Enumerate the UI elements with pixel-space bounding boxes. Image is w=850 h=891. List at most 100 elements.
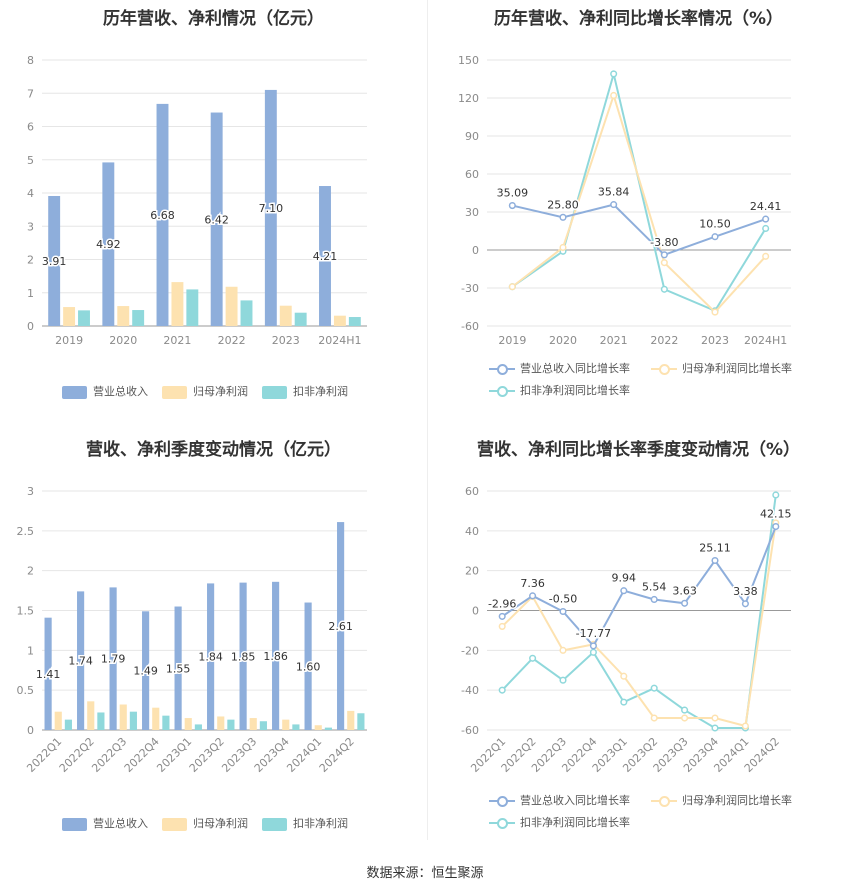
x-tick-label: 2024Q2 [317,735,357,775]
bar-revenue [174,606,182,730]
data-label: 1.55 [166,662,191,675]
data-point [610,201,618,209]
legend-item-deducted-profit[interactable]: 扣非净利润 [262,815,348,831]
y-tick-label: 4 [27,187,34,200]
legend-item-revenue-growth[interactable]: 营业总收入同比增长率 [489,360,630,376]
bar-revenue [337,522,345,730]
chart-plot: -60-40-2002040602022Q12022Q22022Q32022Q4… [461,485,793,775]
series-line-deducted-growth [511,69,767,313]
x-tick-label: 2023Q4 [252,735,292,775]
data-point [620,587,628,595]
legend-item-deducted-growth[interactable]: 扣非净利润同比增长率 [489,382,630,398]
data-point [711,556,719,565]
data-point [762,224,770,233]
bar-parent-profit [54,711,62,730]
x-tick-label: 2024H1 [318,334,361,347]
data-point [741,600,749,608]
legend-item-parent-profit[interactable]: 归母净利润 [162,383,248,399]
data-point [610,91,618,100]
series-line-revenue-growth [512,203,766,256]
x-tick-label: 2022Q3 [89,735,129,775]
x-tick-label: 2022Q4 [122,735,162,775]
bar-revenue [44,617,52,730]
legend-item-revenue[interactable]: 营业总收入 [62,815,148,831]
legend-line-swatch [489,816,515,830]
y-tick-label: 0.5 [17,684,35,697]
data-label: 1.49 [133,665,158,678]
data-point [711,233,719,241]
y-tick-label: 5 [27,154,34,167]
chart-plot: -60 -30 0 30 60 90 120 150 2019 2020 2021 2022 2023 2… [458,54,791,347]
chart-plot: 00.511.522.532022Q12022Q22022Q32022Q4202… [17,485,367,775]
bar-deducted-profit [240,300,253,326]
series-line-revenue-growth [501,526,777,648]
x-tick-label: 2023 [272,334,300,347]
y-tick-label: 0 [27,320,34,333]
x-tick-label: 2019 [55,334,83,347]
legend-label: 营业总收入同比增长率 [520,362,630,375]
series-line-deducted-growth [501,494,777,730]
x-tick-label: 2024H1 [744,334,787,347]
legend-item-parent-growth[interactable]: 归母净利润同比增长率 [651,360,792,376]
data-point [559,646,567,654]
bar-parent-profit [119,704,127,730]
legend-item-parent-growth[interactable]: 归母净利润同比增长率 [651,792,792,808]
data-label: 25.80 [547,198,579,211]
data-point [529,592,537,600]
legend-item-deducted-profit[interactable]: 扣非净利润 [262,383,348,399]
legend-label: 扣非净利润同比增长率 [520,816,630,829]
chart-title: 营收、净利同比增长率季度变动情况（%） [476,440,801,460]
y-tick-label: 0 [472,244,479,257]
legend-label: 扣非净利润同比增长率 [520,384,630,397]
chart-annual-amount: 历年营收、净利情况（亿元） 0 1 2 3 4 5 6 7 8 2019 2020 2021 2022 2… [0,0,427,410]
legend-item-revenue-growth[interactable]: 营业总收入同比增长率 [489,792,630,808]
legend-line-swatch [651,794,677,808]
legend-swatch [262,385,287,399]
bar-deducted-profit [294,312,307,326]
legend-line-swatch [651,362,677,376]
y-tick-label: 60 [465,168,479,181]
data-point [772,523,780,531]
data-label: 5.54 [642,580,667,593]
x-tick-label: 2019 [498,334,526,347]
data-point [508,202,516,210]
data-label: -17.77 [576,627,611,640]
data-point [559,213,567,221]
data-point [660,259,668,267]
legend-item-parent-profit[interactable]: 归母净利润 [162,815,248,831]
bar-deducted-profit [227,719,235,730]
legend-label: 归母净利润同比增长率 [682,794,792,807]
bar-parent-profit [225,286,238,326]
bar-deducted-profit [129,711,137,730]
bar-revenue [304,602,312,730]
legend-label: 营业总收入 [93,385,148,398]
bar-deducted-profit [324,727,332,730]
bar-parent-profit [279,305,292,326]
y-tick-label: -40 [461,684,479,697]
y-tick-label: 40 [465,525,479,538]
y-tick-label: -30 [461,282,479,295]
legend-line-swatch [489,384,515,398]
bar-revenue [48,195,61,326]
data-label: 3.63 [672,584,697,597]
data-point [711,308,719,316]
chart-title: 营收、净利季度变动情况（亿元） [86,440,341,460]
legend-swatch [62,817,87,831]
x-tick-label: 2022 [650,334,678,347]
data-point [589,648,597,656]
data-point [650,714,658,722]
x-tick-label: 2022 [218,334,246,347]
x-tick-label: 2023Q3 [219,735,259,775]
bar-deducted-profit [162,715,170,730]
bar-deducted-profit [357,713,365,730]
bar-deducted-profit [132,310,145,326]
data-label: 4.92 [96,238,121,251]
data-point [620,672,628,680]
data-label: 3.91 [42,255,67,268]
legend-item-deducted-growth[interactable]: 扣非净利润同比增长率 [489,814,630,830]
legend-item-revenue[interactable]: 营业总收入 [62,383,148,399]
y-tick-label: -20 [461,644,479,657]
y-tick-label: 30 [465,206,479,219]
legend-label: 归母净利润同比增长率 [682,362,792,375]
data-label: 9.94 [612,572,637,585]
